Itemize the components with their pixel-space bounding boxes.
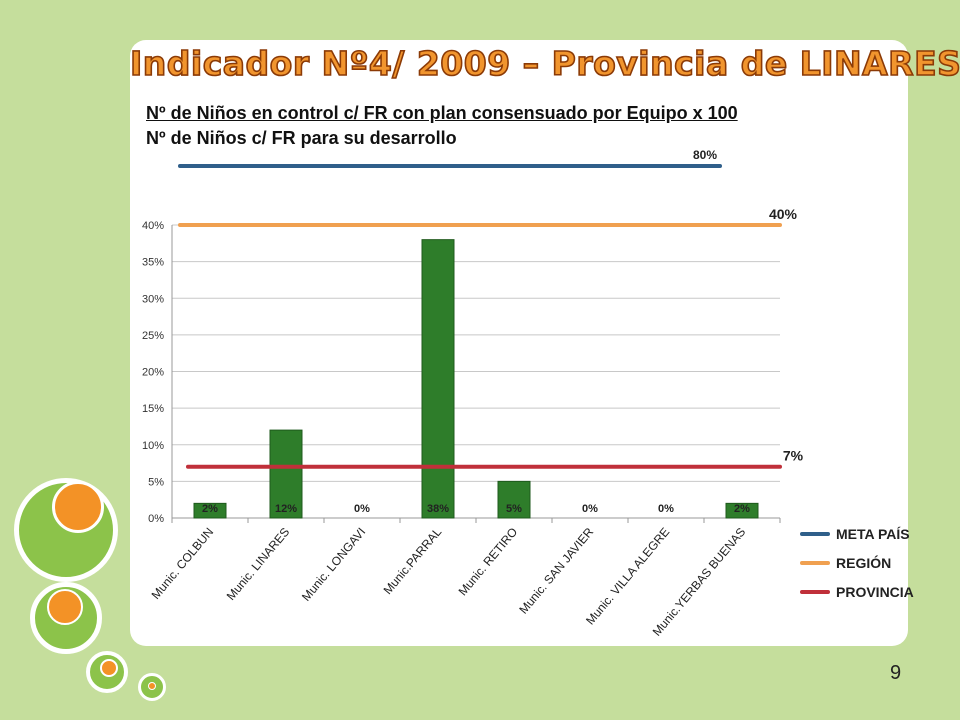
slide-panel: [130, 40, 908, 646]
page-number: 9: [890, 662, 902, 684]
legend-label: REGIÓN: [836, 554, 891, 571]
y-tick-label: 25%: [142, 330, 164, 342]
legend-label: META PAÍS: [836, 526, 910, 542]
region-label: 40%: [769, 206, 798, 222]
legend-label: PROVINCIA: [836, 584, 914, 600]
decor-circle-tiny-center: [148, 682, 156, 690]
data-label: 38%: [427, 503, 449, 515]
y-tick-label: 30%: [142, 293, 164, 305]
decor-circle-large-center: [52, 481, 104, 533]
data-label: 5%: [506, 503, 522, 515]
bar: [269, 429, 303, 519]
data-label: 2%: [202, 503, 218, 515]
decor-circle-tiny: [138, 673, 166, 701]
meta-pais-label: 80%: [693, 148, 717, 162]
bar: [421, 239, 455, 519]
y-tick-label: 20%: [142, 367, 164, 379]
provincia-label: 7%: [783, 448, 804, 464]
decor-circle-medium-center: [47, 589, 83, 625]
bar: [497, 480, 531, 519]
y-tick-label: 15%: [142, 403, 164, 415]
category-label: Munic. LINARES: [224, 525, 293, 603]
y-tick-label: 0%: [148, 513, 164, 525]
formula-numerator: Nº de Niños en control c/ FR con plan co…: [146, 103, 738, 123]
bar: [193, 502, 227, 519]
category-label: Munic.PARRAL: [381, 525, 445, 597]
category-label: Munic. SAN JAVIER: [516, 525, 596, 617]
formula-denominator: Nº de Niños c/ FR para su desarrollo: [146, 128, 457, 148]
y-tick-label: 35%: [142, 257, 164, 269]
y-tick-label: 10%: [142, 440, 164, 452]
data-label: 12%: [275, 503, 297, 515]
data-label: 0%: [354, 503, 370, 515]
category-label: Munic. LONGAVI: [299, 525, 368, 604]
category-label: Munic. VILLA ALEGRE: [583, 525, 672, 628]
y-tick-label: 40%: [142, 220, 164, 232]
category-label: Munic. RETIRO: [456, 525, 521, 598]
data-label: 2%: [734, 503, 750, 515]
data-label: 0%: [582, 503, 598, 515]
indicator-formula: Nº de Niños en control c/ FR con plan co…: [146, 101, 738, 151]
data-label: 0%: [658, 503, 674, 515]
slide-title: Indicador Nº4/ 2009 – Provincia de LINAR…: [129, 43, 960, 84]
decor-circle-small-center: [100, 659, 118, 677]
y-tick-label: 5%: [148, 476, 164, 488]
category-label: Munic. COLBUN: [149, 525, 217, 602]
bar: [725, 502, 759, 519]
